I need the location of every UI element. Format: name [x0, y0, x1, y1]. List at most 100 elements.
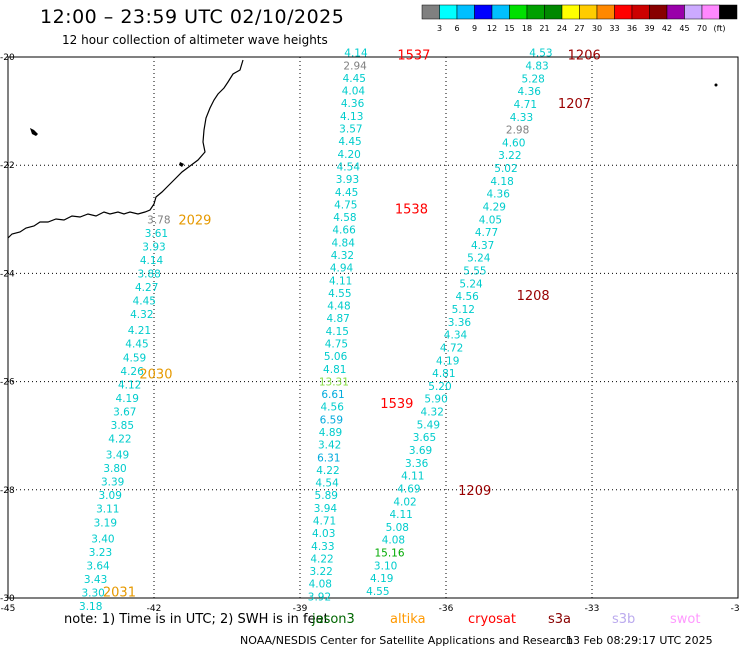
- wave-height-value: 4.58: [333, 212, 356, 224]
- wave-height-value: 4.14: [344, 48, 368, 60]
- wave-height-value: 3.65: [413, 432, 436, 444]
- wave-height-value: 4.59: [123, 352, 146, 364]
- wave-height-value: 4.34: [444, 330, 468, 342]
- wave-height-value: 4.36: [487, 189, 511, 201]
- wave-height-value: 5.24: [467, 253, 491, 265]
- wave-height-value: 4.22: [108, 433, 131, 445]
- colorbar-label: 3: [437, 24, 442, 33]
- wave-height-value: 3.93: [336, 174, 359, 186]
- colorbar-swatch: [614, 4, 633, 20]
- wave-height-value: 5.12: [452, 304, 475, 316]
- x-tick-label: -42: [147, 604, 162, 614]
- x-tick-label: -45: [1, 604, 16, 614]
- y-tick-label: -24: [0, 269, 15, 279]
- wave-height-value: 4.19: [370, 573, 393, 585]
- wave-height-value: 4.19: [116, 393, 139, 405]
- colorbar-swatch: [719, 4, 738, 20]
- wave-height-value: 3.67: [113, 406, 136, 418]
- map-title: 12:00 – 23:59 UTC 02/10/2025: [40, 6, 345, 28]
- wave-height-value: 4.08: [382, 535, 405, 547]
- wave-height-value: 4.75: [334, 199, 357, 211]
- wave-height-value: 4.33: [510, 112, 533, 124]
- wave-height-value: 3.36: [405, 458, 429, 470]
- wave-height-value: 4.84: [332, 237, 356, 249]
- colorbar-swatch: [474, 4, 493, 20]
- wave-height-value: 4.08: [309, 579, 332, 591]
- wave-height-value: 6.61: [321, 389, 344, 401]
- colorbar-swatch: [684, 4, 703, 20]
- colorbar-swatch: [596, 4, 615, 20]
- wave-height-value: 4.45: [335, 187, 358, 199]
- colorbar-label: 45: [679, 24, 689, 33]
- satellite-legend-s3b: s3b: [612, 612, 636, 627]
- wave-height-value: 4.56: [455, 291, 479, 303]
- colorbar-swatch: [561, 4, 580, 20]
- wave-height-value: 4.81: [432, 368, 455, 380]
- x-tick-label: -39: [293, 604, 308, 614]
- wave-height-value: 5.20: [428, 381, 451, 393]
- wave-height-value: 3.78: [147, 214, 170, 226]
- wave-height-value: 3.19: [94, 517, 117, 529]
- colorbar-label: 42: [662, 24, 672, 33]
- wave-height-points: 3.783.613.934.143.884.274.454.324.214.45…: [79, 48, 553, 613]
- colorbar-swatch: [526, 4, 545, 20]
- wave-height-value: 5.49: [417, 419, 440, 431]
- wave-height-value: 4.11: [389, 509, 412, 521]
- wave-height-value: 4.20: [337, 149, 360, 161]
- wave-height-value: 4.15: [326, 326, 349, 338]
- wave-height-value: 4.75: [325, 338, 348, 350]
- colorbar-swatch: [579, 4, 598, 20]
- y-tick-label: -20: [0, 53, 15, 63]
- wave-height-value: 4.54: [337, 161, 361, 173]
- colorbar-legend: 3 6 9 12 15 18 21 24 27 30 33 36 39 42 45 70 (ft): [421, 4, 738, 33]
- map-subtitle: 12 hour collection of altimeter wave hei…: [62, 33, 328, 47]
- wave-height-value: 4.03: [312, 528, 335, 540]
- wave-height-value: 4.77: [475, 227, 498, 239]
- wave-height-value: 4.21: [128, 325, 151, 337]
- pass-time-label: 2031: [103, 586, 136, 601]
- footer-timestamp: 13 Feb 08:29:17 UTC 2025: [566, 634, 713, 647]
- wave-height-value: 3.23: [89, 547, 112, 559]
- pass-time-label: 1539: [380, 397, 413, 412]
- wave-height-value: 4.36: [518, 86, 542, 98]
- wave-height-value: 4.81: [323, 364, 346, 376]
- wave-height-value: 4.04: [342, 86, 366, 98]
- y-tick-label: -30: [0, 594, 15, 604]
- wave-height-value: 5.90: [424, 394, 447, 406]
- colorbar-swatch: [439, 4, 458, 20]
- wave-height-value: 4.45: [343, 73, 366, 85]
- wave-height-value: 4.55: [366, 586, 389, 598]
- satellite-legend-altika: altika: [390, 612, 426, 627]
- island: [30, 128, 38, 136]
- wave-height-value: 4.18: [490, 176, 513, 188]
- wave-height-value: 4.45: [338, 136, 361, 148]
- wave-height-value: 3.09: [99, 490, 122, 502]
- island-dot: [714, 83, 718, 87]
- pass-time-label: 1537: [397, 48, 430, 63]
- colorbar-label: 33: [609, 24, 619, 33]
- footer-credit: NOAA/NESDIS Center for Satellite Applica…: [240, 634, 574, 647]
- satellite-legend-cryosat: cryosat: [468, 612, 516, 627]
- time-labels: 2029 2030 2031 1537 1538 1539 1206 1207 1208 1209: [103, 48, 601, 600]
- wave-height-value: 3.10: [374, 560, 397, 572]
- wave-height-value: 4.48: [327, 301, 350, 313]
- wave-height-value: 3.39: [101, 477, 124, 489]
- pass-time-label: 1538: [395, 202, 428, 217]
- colorbar-swatch: [544, 4, 563, 20]
- wave-height-value: 6.59: [320, 414, 343, 426]
- wave-height-value: 3.40: [91, 533, 114, 545]
- wave-height-value: 3.30: [81, 588, 104, 600]
- colorbar-swatch: [491, 4, 510, 20]
- wave-height-value: 3.80: [103, 463, 126, 475]
- wave-height-value: 15.16: [374, 548, 404, 560]
- pass-time-label: 1207: [558, 97, 591, 112]
- wave-height-value: 5.06: [324, 351, 348, 363]
- wave-height-value: 4.89: [319, 427, 342, 439]
- wave-height-value: 4.14: [140, 255, 164, 267]
- wave-height-value: 4.33: [311, 541, 334, 553]
- colorbar-swatch: [456, 4, 475, 20]
- wave-height-value: 4.27: [135, 282, 158, 294]
- wave-height-value: 4.37: [471, 240, 494, 252]
- wave-height-value: 4.11: [401, 471, 424, 483]
